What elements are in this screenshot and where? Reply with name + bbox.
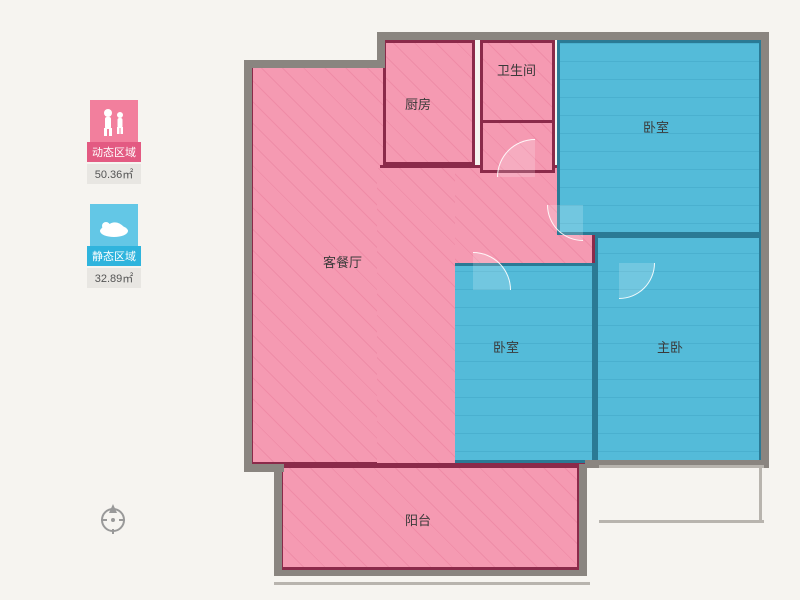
legend-dynamic-value: 50.36㎡ [87, 164, 141, 184]
wall-segment [377, 32, 767, 40]
wall-segment [274, 570, 584, 576]
legend-static-label: 静态区域 [87, 246, 141, 266]
room-label-living: 客餐厅 [323, 252, 362, 271]
room-label-bath: 卫生间 [497, 60, 536, 79]
room-label-kitchen: 厨房 [405, 94, 431, 113]
legend-dynamic: 动态区域 50.36㎡ [80, 100, 148, 184]
people-icon [90, 100, 138, 142]
legend-dynamic-label: 动态区域 [87, 142, 141, 162]
room-label-bed1: 卧室 [643, 117, 669, 136]
balcony-rail [759, 465, 762, 523]
legend-panel: 动态区域 50.36㎡ 静态区域 32.89㎡ [80, 100, 148, 308]
balcony-rail [599, 520, 764, 523]
compass-icon [95, 500, 131, 536]
legend-static: 静态区域 32.89㎡ [80, 204, 148, 288]
room-bath_ext [480, 120, 555, 173]
room-bed2 [435, 263, 595, 463]
living-merge-patch [377, 168, 455, 463]
room-label-balcony: 阳台 [405, 510, 431, 529]
room-label-bed2: 卧室 [493, 337, 519, 356]
wall-segment [579, 464, 587, 576]
balcony-rail [274, 582, 590, 585]
room-label-master: 主卧 [657, 337, 683, 356]
floorplan: 客餐厅厨房卫生间阳台卧室主卧卧室 [225, 10, 770, 590]
sleep-icon [90, 204, 138, 246]
room-bed1 [557, 40, 762, 235]
wall-segment [244, 60, 384, 68]
balcony-rail [599, 465, 764, 468]
room-bath [480, 40, 555, 125]
legend-static-value: 32.89㎡ [87, 268, 141, 288]
wall-segment [244, 60, 252, 470]
wall-segment [761, 32, 769, 468]
wall-segment [274, 464, 282, 576]
